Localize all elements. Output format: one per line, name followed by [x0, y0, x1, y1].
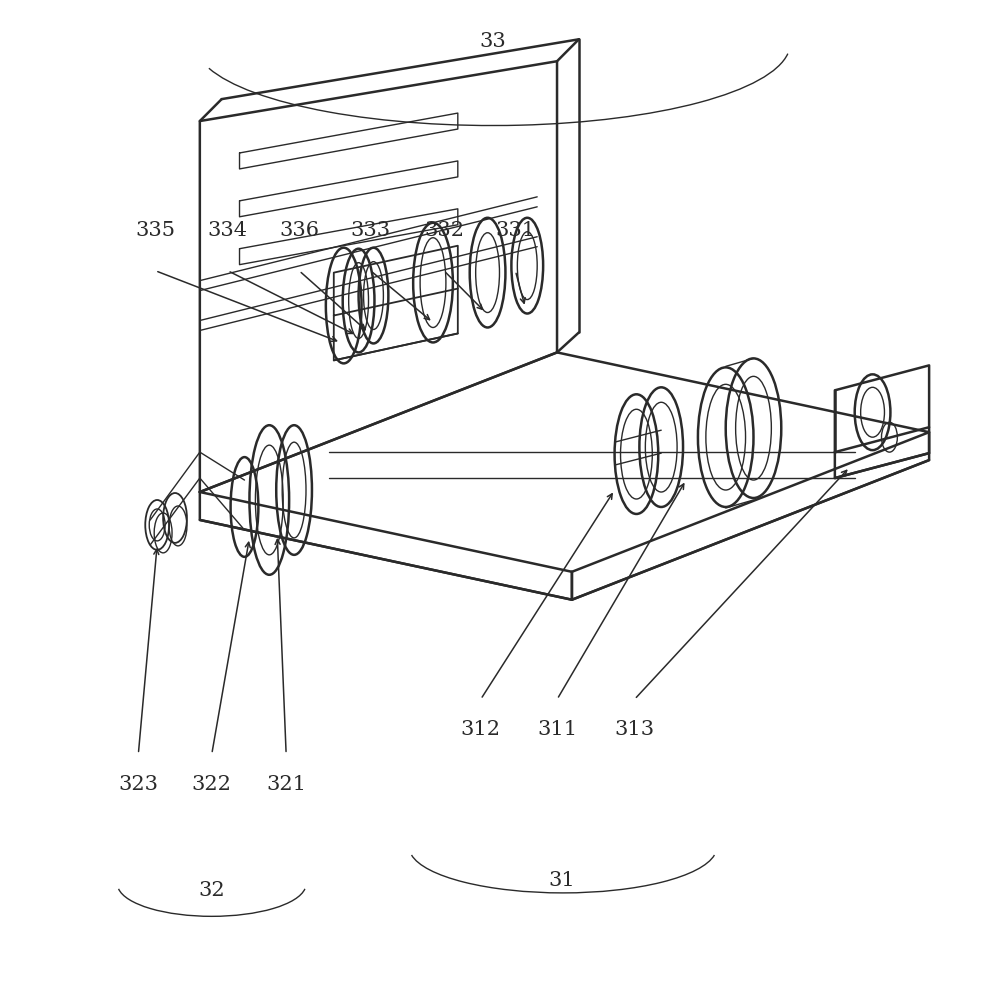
- Text: 322: 322: [192, 775, 232, 794]
- Text: 331: 331: [495, 221, 535, 240]
- Text: 334: 334: [208, 221, 248, 240]
- Text: 335: 335: [135, 221, 175, 240]
- Text: 332: 332: [423, 221, 463, 240]
- Text: 333: 333: [350, 221, 391, 240]
- Text: 321: 321: [265, 775, 306, 794]
- Text: 323: 323: [118, 775, 158, 794]
- Text: 313: 313: [613, 720, 654, 739]
- Text: 31: 31: [548, 871, 575, 890]
- Text: 312: 312: [460, 720, 500, 739]
- Text: 32: 32: [198, 881, 225, 900]
- Text: 311: 311: [537, 720, 577, 739]
- Text: 336: 336: [278, 221, 319, 240]
- Text: 33: 33: [479, 32, 505, 51]
